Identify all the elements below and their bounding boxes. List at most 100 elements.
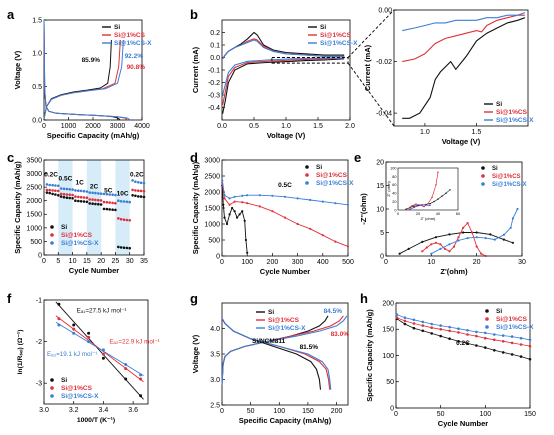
data-point	[128, 246, 131, 250]
legend-label: Si@1%CS	[496, 316, 528, 323]
data-point	[119, 246, 123, 249]
data-point	[87, 335, 91, 339]
data-point	[57, 194, 60, 197]
inset-data-point	[407, 208, 409, 210]
y-tick-label: 0	[38, 252, 42, 259]
data-point	[111, 201, 114, 205]
fit-line	[55, 301, 144, 400]
x-tick-label: 35	[140, 258, 148, 265]
data-point	[65, 196, 69, 199]
y-axis-label: -Z''(ohm)	[359, 193, 368, 225]
data-point	[484, 336, 487, 340]
x-tick-label: 500	[342, 259, 354, 266]
x-tick-label: 100	[241, 259, 253, 266]
legend-label: Si	[316, 164, 322, 171]
annotation: 0.5C	[278, 182, 292, 189]
y-tick-label: 1500	[26, 212, 42, 219]
data-point	[122, 218, 126, 221]
data-point	[528, 344, 532, 348]
legend-label: Si	[492, 166, 498, 172]
data-point	[142, 189, 146, 193]
data-point	[82, 200, 86, 203]
data-point	[528, 357, 532, 361]
data-point	[137, 195, 140, 198]
rate-band	[115, 160, 130, 255]
rate-band	[58, 160, 73, 255]
data-point	[309, 198, 312, 202]
data-point	[321, 234, 324, 237]
legend-label: Si@1%CS-X	[316, 180, 354, 187]
panel-h: 0 50 100 150 0 50 100 150 200 Cycle Number Specifi…	[360, 291, 536, 428]
data-point	[510, 341, 514, 345]
fit-line	[55, 321, 144, 376]
data-point	[108, 193, 111, 196]
y-axis-label: Specific Capacity (mAh/g)	[13, 161, 22, 254]
data-point	[221, 179, 224, 182]
data-point	[57, 184, 60, 188]
y-tick-label: 10	[376, 206, 384, 213]
series-line	[221, 315, 348, 385]
legend-swatch	[50, 386, 54, 390]
data-point	[124, 377, 128, 381]
data-point	[119, 200, 123, 203]
zoom-region	[271, 57, 349, 64]
x-tick-label: 400	[317, 259, 329, 266]
data-point	[59, 192, 63, 196]
x-tick-label: 0	[384, 259, 388, 266]
x-axis-label: Voltage (V)	[267, 131, 306, 140]
legend-swatch	[481, 182, 485, 186]
panel-b-zoom: 1.0 1.5 0.00 -0.02 -0.04 Voltage (V) Current (…	[363, 7, 534, 146]
y-tick-label: 5	[380, 230, 384, 237]
data-point	[448, 233, 451, 236]
y-tick-label: 20	[376, 159, 384, 166]
x-tick-label: 1.0	[281, 123, 291, 130]
data-point	[223, 194, 226, 197]
data-point	[62, 195, 66, 199]
series-line	[396, 317, 531, 347]
inset-y-tick-label: 80	[392, 175, 396, 179]
panel-c: 0 5 10 15 20 25 30 35 0 500 1000 1500 2000 2500 3000 35…	[7, 150, 148, 275]
data-point	[395, 316, 399, 320]
inset-data-point	[431, 196, 433, 199]
data-point	[228, 213, 231, 216]
y-tick-label: -0.02	[376, 59, 392, 66]
y-tick-label: -0.3	[208, 92, 220, 99]
data-point	[501, 334, 505, 337]
legend-label: Si@1%CS-X	[114, 40, 152, 47]
data-point	[241, 210, 244, 213]
inset-data-point	[433, 200, 435, 203]
data-point	[509, 226, 512, 229]
data-point	[511, 241, 514, 244]
data-point	[137, 181, 140, 184]
y-tick-label: 1.0	[32, 51, 42, 58]
data-point	[244, 238, 247, 242]
data-point	[511, 217, 514, 220]
panel-g: 0 50 100 150 200 2.5 3.0 3.5 4.0 Specific Capacit…	[190, 291, 349, 425]
data-point	[114, 193, 117, 197]
inset-x-axis-label: Z' (ohm)	[421, 216, 436, 221]
x-tick-label: 2000	[85, 123, 101, 130]
data-point	[462, 231, 465, 234]
data-point	[502, 238, 505, 241]
x-tick-label: 15	[83, 258, 91, 265]
data-point	[124, 367, 128, 371]
data-point	[516, 207, 519, 211]
data-point	[137, 189, 140, 192]
series-line	[221, 183, 349, 247]
legend-swatch	[50, 225, 54, 229]
data-point	[125, 218, 129, 222]
x-tick-label: 0	[220, 408, 224, 415]
data-point	[475, 344, 478, 347]
data-point	[85, 190, 89, 193]
panel-b: 0.0 0.5 1.0 1.5 2.0 0.2 0.1 0.0 -0.1 -0.2 -0.3 -0.4…	[190, 7, 395, 140]
data-point	[457, 239, 460, 242]
x-tick-label: 1.5	[313, 123, 323, 130]
plot-frame	[43, 299, 149, 405]
data-point	[334, 202, 337, 205]
data-point	[241, 194, 244, 197]
data-point	[45, 188, 49, 192]
data-point	[412, 326, 416, 330]
data-point	[62, 187, 66, 191]
data-point	[114, 208, 117, 212]
data-point	[71, 197, 74, 200]
